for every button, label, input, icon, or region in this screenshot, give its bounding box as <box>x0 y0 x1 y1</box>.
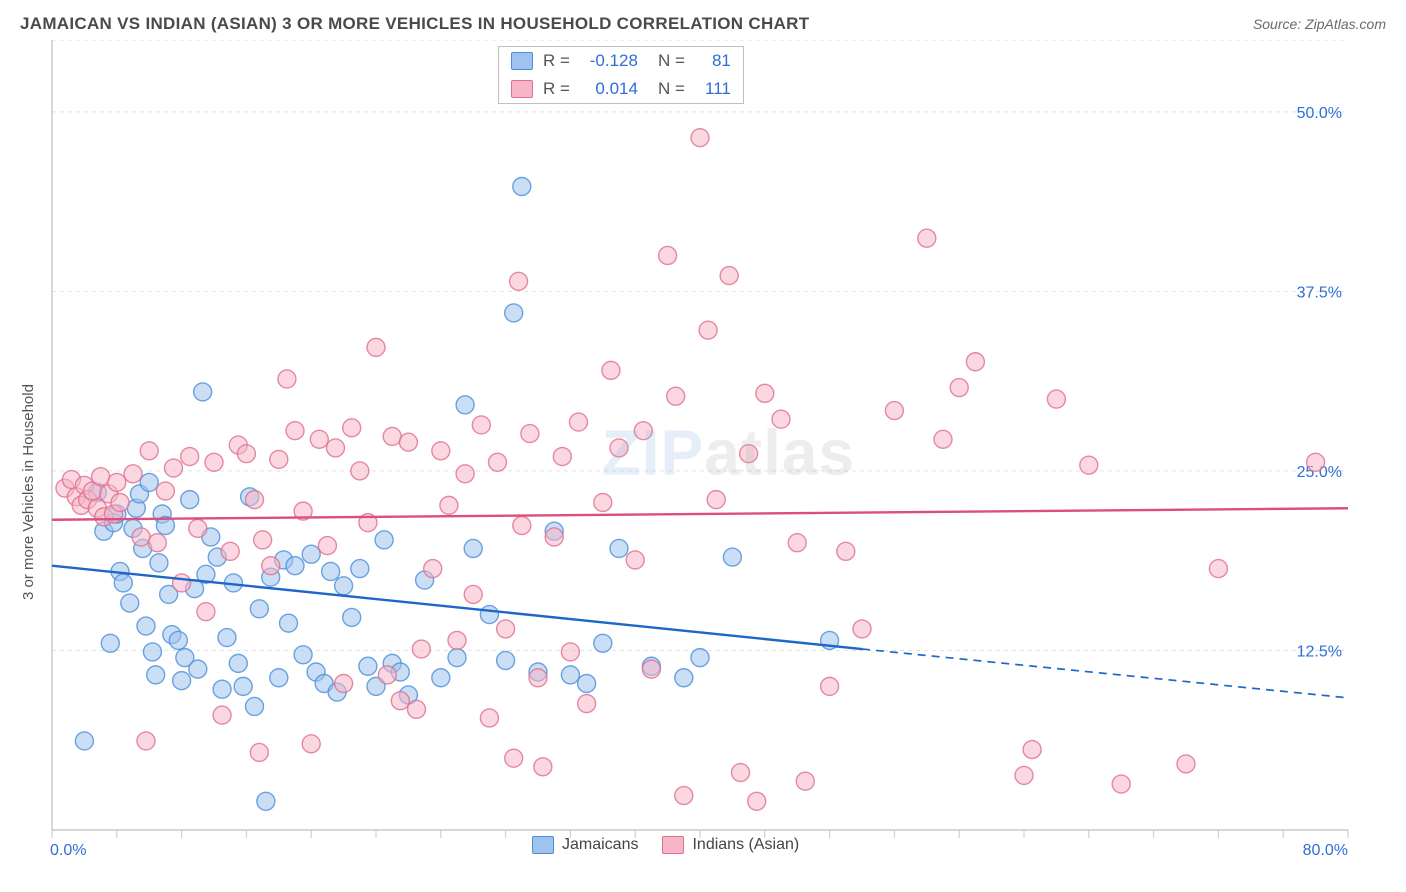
n-value: 111 <box>695 79 731 99</box>
r-value: -0.128 <box>580 51 638 71</box>
n-value: 81 <box>695 51 731 71</box>
chart-title: JAMAICAN VS INDIAN (ASIAN) 3 OR MORE VEH… <box>20 14 809 34</box>
n-label: N = <box>658 51 685 71</box>
stats-row: R = -0.128 N = 81 <box>499 47 743 75</box>
n-label: N = <box>658 79 685 99</box>
y-axis-label: 3 or more Vehicles in Household <box>20 384 37 600</box>
chart-source: Source: ZipAtlas.com <box>1253 16 1386 32</box>
legend-swatch <box>532 836 554 854</box>
r-value: 0.014 <box>580 79 638 99</box>
legend-item: Indians (Asian) <box>662 836 799 854</box>
svg-text:37.5%: 37.5% <box>1297 284 1342 301</box>
svg-text:12.5%: 12.5% <box>1297 643 1342 660</box>
svg-text:50.0%: 50.0% <box>1297 105 1342 122</box>
chart-header: JAMAICAN VS INDIAN (ASIAN) 3 OR MORE VEH… <box>0 0 1406 40</box>
stats-row: R = 0.014 N = 111 <box>499 75 743 103</box>
r-label: R = <box>543 51 570 71</box>
legend-swatch <box>662 836 684 854</box>
legend-label: Jamaicans <box>562 836 638 854</box>
x-axis-min-label: 0.0% <box>50 842 86 860</box>
series-swatch <box>511 52 533 70</box>
x-legend: Jamaicans Indians (Asian) <box>532 836 799 854</box>
chart-area: 12.5%25.0%37.5%50.0% 3 or more Vehicles … <box>0 40 1406 880</box>
scatter-chart: 12.5%25.0%37.5%50.0% <box>0 40 1406 880</box>
r-label: R = <box>543 79 570 99</box>
x-axis-max-label: 80.0% <box>1303 842 1348 860</box>
legend-item: Jamaicans <box>532 836 638 854</box>
series-swatch <box>511 80 533 98</box>
legend-label: Indians (Asian) <box>692 836 799 854</box>
correlation-stats-box: R = -0.128 N = 81 R = 0.014 N = 111 <box>498 46 744 104</box>
